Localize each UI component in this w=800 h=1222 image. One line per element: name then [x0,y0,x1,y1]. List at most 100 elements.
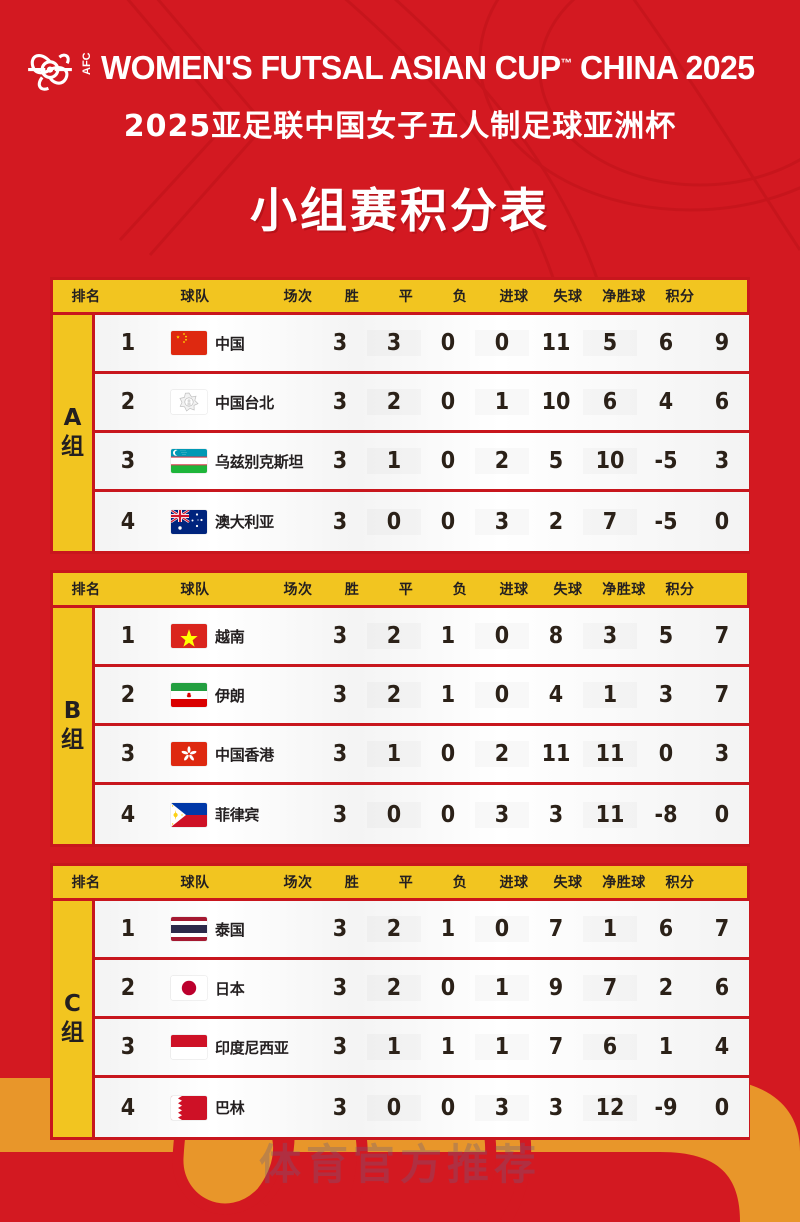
cell-rank: 4 [120,801,136,828]
header-logo-row: AFC WOMEN'S FUTSAL ASIAN CUP™ CHINA 2025 [0,42,800,94]
group-rows: 1 越南 3 2 1 0 8 3 5 7 2 伊朗 3 2 1 0 4 1 3 7 3 中国香港 3 1 0 2 11 11 0 3… [95,608,749,844]
cell-won: 2 [367,916,421,942]
flag-hong-kong-icon [171,742,207,766]
cell-gd: -9 [654,1094,678,1121]
cell-played: 3 [332,330,348,356]
event-title-en: WOMEN'S FUTSAL ASIAN CUP™ CHINA 2025 [101,49,755,87]
cell-played: 3 [332,741,348,767]
team-name: 菲律宾 [215,806,260,824]
table-row[interactable]: 1 中国 3 3 0 0 11 5 6 9 [95,315,749,374]
cell-played: 3 [332,975,348,1001]
cell-drawn: 1 [440,916,456,942]
team-name: 伊朗 [215,686,245,705]
cell-gd: -8 [654,801,678,828]
flag-china-icon [171,331,207,355]
cell-pts: 7 [714,682,730,708]
cell-won: 1 [367,741,421,767]
column-header-team: 球队 [180,875,210,891]
table-row[interactable]: 1 泰国 3 2 1 0 7 1 6 7 [95,901,749,960]
cell-played: 3 [332,389,348,415]
flag-indonesia-icon [171,1035,207,1059]
cell-lost: 0 [475,682,529,708]
cell-lost: 3 [475,1095,529,1121]
group-rows: 1 中国 3 3 0 0 11 5 6 9 2 中国台北 3 2 0 1 10 6 4 6 3 乌兹别克斯坦 3 1 0 2… [95,315,749,551]
cell-lost: 1 [475,975,529,1001]
cell-won: 3 [367,330,421,356]
column-header-pts: 积分 [665,289,695,305]
cell-gf: 7 [548,916,564,942]
cell-gf: 7 [548,1034,564,1060]
team-name: 巴林 [215,1099,245,1117]
table-column-header: 排名 球队 场次 胜 平 负 进球 失球 净胜球 积分 [50,277,750,315]
flag-australia-icon [171,509,207,534]
cell-won: 1 [367,448,421,474]
cell-team: 印度尼西亚 [161,1035,313,1059]
flag-thailand-icon [171,917,207,941]
cell-lost: 0 [475,623,529,649]
table-row[interactable]: 1 越南 3 2 1 0 8 3 5 7 [95,608,749,667]
cell-rank: 1 [120,623,136,649]
cell-gd: 1 [658,1034,674,1060]
cell-drawn: 0 [440,330,456,356]
cell-team: 澳大利亚 [161,509,313,534]
table-row[interactable]: 4 巴林 3 0 0 3 3 12 -9 0 [95,1078,749,1137]
column-header-gd: 净胜球 [602,582,646,598]
cell-drawn: 1 [440,623,456,649]
cell-drawn: 0 [440,975,456,1001]
cell-team: 越南 [161,624,313,648]
cell-rank: 3 [120,448,136,474]
cell-pts: 0 [714,801,730,828]
table-row[interactable]: 4 菲律宾 3 0 0 3 3 11 -8 0 [95,785,749,844]
table-row[interactable]: 2 中国台北 3 2 0 1 10 6 4 6 [95,374,749,433]
cell-rank: 3 [120,1034,136,1060]
cell-lost: 1 [475,389,529,415]
cell-played: 3 [332,1034,348,1060]
cell-rank: 4 [120,1094,136,1121]
column-header-rank: 排名 [71,289,101,305]
column-header-won: 胜 [344,289,360,305]
table-row[interactable]: 2 日本 3 2 0 1 9 7 2 6 [95,960,749,1019]
cell-gf: 4 [548,682,564,708]
standings-container: 排名 球队 场次胜平负进球 失球 净胜球 积分 A 组 1 中国 3 3 0 0 11 5 6 9 2 中国台北 3… [0,277,800,1140]
table-row[interactable]: 3 印度尼西亚 3 1 1 1 7 6 1 4 [95,1019,749,1078]
team-name: 泰国 [215,920,245,939]
cell-ga: 12 [583,1095,637,1121]
afc-wordmark: AFC [81,52,94,75]
cell-ga: 7 [583,509,637,535]
group-letter: A [63,405,82,432]
cell-ga: 3 [583,623,637,649]
cell-drawn: 0 [440,508,456,535]
cell-team: 中国香港 [161,742,313,766]
cell-gf: 3 [548,1094,564,1121]
column-header-ga: 失球 [553,582,583,598]
group-suffix: 组 [61,434,84,460]
column-header-lost: 负 [452,582,468,598]
table-row[interactable]: 3 中国香港 3 1 0 2 11 11 0 3 [95,726,749,785]
table-row[interactable]: 4 澳大利亚 3 0 0 3 2 7 -5 0 [95,492,749,551]
table-row[interactable]: 3 乌兹别克斯坦 3 1 0 2 5 10 -5 3 [95,433,749,492]
event-header: AFC WOMEN'S FUTSAL ASIAN CUP™ CHINA 2025… [0,0,800,150]
cell-lost: 3 [475,509,529,535]
table-row[interactable]: 2 伊朗 3 2 1 0 4 1 3 7 [95,667,749,726]
cell-won: 2 [367,623,421,649]
column-header-lost: 负 [452,875,468,891]
team-name: 印度尼西亚 [215,1038,289,1057]
cell-won: 2 [367,975,421,1001]
group-block-b: 排名 球队 场次胜平负进球 失球 净胜球 积分 B 组 1 越南 3 2 1 0 8 3 5 7 2 伊朗 3 2 1 0… [50,570,750,847]
team-name: 乌兹别克斯坦 [215,452,304,471]
column-header-drawn: 平 [398,289,414,305]
cell-ga: 11 [583,741,637,767]
column-header-ga: 失球 [553,289,583,305]
cell-pts: 3 [714,448,730,474]
cell-gd: 6 [658,916,674,942]
cell-gf: 5 [548,448,564,474]
group-block-a: 排名 球队 场次胜平负进球 失球 净胜球 积分 A 组 1 中国 3 3 0 0 11 5 6 9 2 中国台北 3… [50,277,750,554]
cell-pts: 6 [714,975,730,1001]
cell-lost: 1 [475,1034,529,1060]
afc-logo-icon [28,53,73,91]
flag-uzbekistan-icon [171,449,207,473]
group-letter: C [64,991,81,1018]
cell-rank: 2 [120,975,136,1001]
